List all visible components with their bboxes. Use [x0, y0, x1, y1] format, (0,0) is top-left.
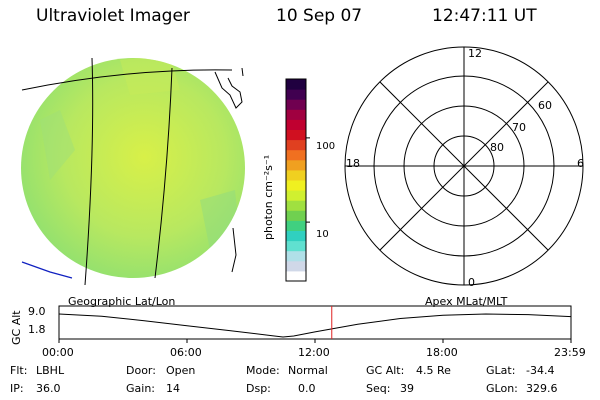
status-mode-key: Mode:	[246, 364, 280, 377]
latitude-line	[21, 69, 233, 91]
colorbar-tick-label: 100	[316, 141, 336, 152]
colorbar-band	[286, 200, 306, 211]
timeline-xtick: 23:59	[554, 346, 586, 359]
apex-panel-label: Apex MLat/MLT	[425, 295, 508, 308]
status-seq-key: Seq:	[366, 382, 391, 395]
status-dsp-value: 0.0	[298, 382, 316, 395]
coastline	[231, 227, 237, 273]
status-glat-value: -34.4	[526, 364, 555, 377]
colorbar-band	[286, 270, 306, 282]
colorbar-band	[286, 89, 306, 100]
status-door-value: Open	[166, 364, 196, 377]
status-glon-key: GLon:	[486, 382, 518, 395]
status-gain-key: Gain:	[126, 382, 155, 395]
colorbar-band	[286, 210, 306, 221]
colorbar-band	[286, 119, 306, 130]
colorbar-band	[286, 149, 306, 161]
colorbar-band	[286, 230, 306, 242]
header-date: 10 Sep 07	[276, 6, 363, 26]
status-glon-value: 329.6	[526, 382, 558, 395]
instrument-title: Ultraviolet Imager	[36, 6, 190, 26]
mlt-label-top: 12	[468, 47, 482, 60]
timeline-frame	[58, 305, 572, 340]
colorbar-band	[286, 159, 306, 171]
mlt-label-bottom: 0	[468, 276, 475, 289]
status-door-key: Door:	[126, 364, 156, 377]
status-mode-value: Normal	[288, 364, 328, 377]
polar-diagonal	[379, 81, 549, 251]
coastline	[214, 71, 243, 109]
colorbar-band	[286, 260, 306, 272]
timeline-xtick: 06:00	[170, 346, 202, 359]
colorbar-band	[286, 79, 306, 90]
status-flt-key: Flt:	[10, 364, 28, 377]
colorbar-band	[286, 109, 306, 120]
status-dsp-key: Dsp:	[246, 382, 271, 395]
status-glat-key: GLat:	[486, 364, 516, 377]
header-time: 12:47:11 UT	[432, 6, 537, 26]
coastline-highlight	[21, 261, 73, 279]
status-gcalt-value: 4.5 Re	[416, 364, 451, 377]
colorbar-band	[286, 99, 306, 110]
mlt-label-left: 18	[346, 157, 360, 170]
timeline-ytick: 1.8	[28, 323, 46, 336]
colorbar-band	[286, 190, 306, 201]
colorbar-band	[286, 220, 306, 231]
colorbar-band	[286, 180, 306, 191]
status-flt-value: LBHL	[36, 364, 65, 377]
status-ip-key: IP:	[10, 382, 24, 395]
lat-label-70: 70	[512, 121, 526, 134]
altitude-curve	[58, 313, 572, 338]
colorbar-band	[286, 250, 306, 262]
earth-disc	[21, 58, 245, 278]
colorbar-band	[286, 139, 306, 151]
timeline-ylabel: GC Alt	[10, 310, 23, 345]
coastline	[241, 67, 244, 77]
colorbar-band	[286, 169, 306, 181]
lat-label-80: 80	[490, 141, 504, 154]
timeline-xtick: 00:00	[42, 346, 74, 359]
colorbar-tick-label: 10	[316, 229, 329, 240]
longitude-line	[84, 57, 94, 286]
colorbar-band	[286, 240, 306, 252]
status-ip-value: 36.0	[36, 382, 61, 395]
colorbar-band	[286, 129, 306, 141]
timeline-xtick: 18:00	[426, 346, 458, 359]
mlt-label-right: 6	[577, 157, 584, 170]
lat-label-60: 60	[538, 99, 552, 112]
timeline-xtick: 12:00	[298, 346, 330, 359]
status-gain-value: 14	[166, 382, 180, 395]
longitude-line	[154, 67, 173, 279]
timeline-ytick: 9.0	[28, 305, 46, 318]
status-gcalt-key: GC Alt:	[366, 364, 405, 377]
geographic-panel-label: Geographic Lat/Lon	[68, 295, 176, 308]
status-seq-value: 39	[400, 382, 414, 395]
